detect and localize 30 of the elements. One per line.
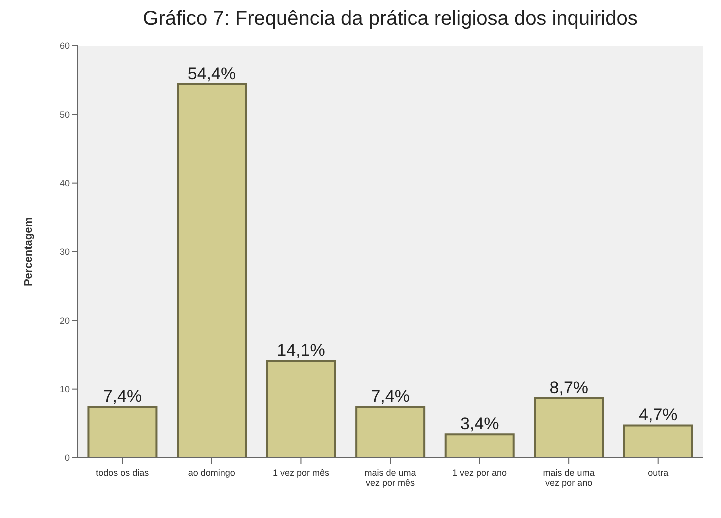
chart-title: Gráfico 7: Frequência da prática religiosa dos inquiridos xyxy=(142,8,639,32)
bar xyxy=(266,360,336,458)
bar xyxy=(623,424,694,458)
y-tick-label: 60 xyxy=(60,41,70,52)
y-tick-label: 10 xyxy=(60,384,70,395)
data-label: 14,1% xyxy=(277,341,326,360)
y-tick-label: 50 xyxy=(60,110,70,120)
y-tick-label: 40 xyxy=(60,178,70,189)
y-tick-label: 20 xyxy=(60,316,70,326)
data-label: 3,4% xyxy=(460,414,500,434)
bar xyxy=(534,397,604,458)
bar xyxy=(88,406,158,458)
data-label: 7,4% xyxy=(103,387,142,406)
x-tick-label: ao domingo xyxy=(188,468,236,478)
data-label: 54,4% xyxy=(188,64,236,84)
y-tick-label: 30 xyxy=(60,247,70,258)
y-axis-title: Percentagem xyxy=(22,217,35,287)
y-tick-label: 0 xyxy=(64,453,70,464)
x-tick-label: 1 vez por mês xyxy=(272,468,330,478)
data-label: 4,7% xyxy=(639,406,678,425)
data-label: 7,4% xyxy=(371,387,410,406)
x-tick-label: 1 vez por ano xyxy=(452,468,508,478)
bar xyxy=(444,434,515,458)
bar xyxy=(177,83,247,458)
x-tick-label: mais de uma vez por ano xyxy=(543,468,595,488)
x-tick-label: todos os dias xyxy=(96,468,150,478)
bar xyxy=(356,406,426,458)
x-tick-label: mais de uma vez por mês xyxy=(364,468,416,488)
data-label: 8,7% xyxy=(550,378,589,398)
x-tick-label: outra xyxy=(648,468,669,478)
